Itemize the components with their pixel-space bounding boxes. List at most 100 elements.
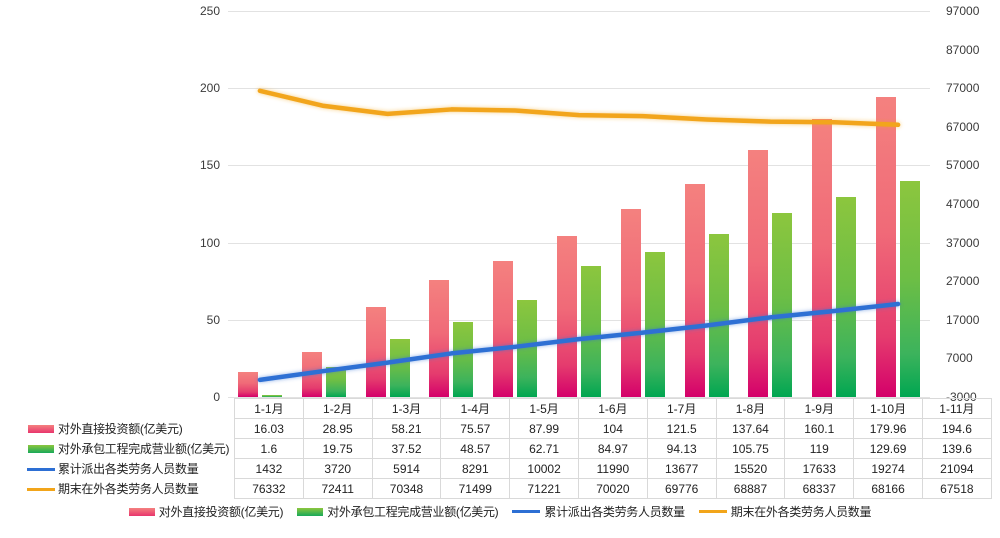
table-cell-r3-c8: 68337 bbox=[784, 478, 855, 499]
bar-odi bbox=[620, 209, 641, 397]
table-cell-r0-c0: 16.03 bbox=[234, 418, 304, 439]
bar-odi bbox=[684, 184, 705, 397]
table-column-header-3: 1-4月 bbox=[440, 398, 511, 419]
table-cell-r2-c2: 5914 bbox=[371, 458, 442, 479]
plot-area: 0 50 100 150 200 250 -3000 7000 17000 27000 37000… bbox=[199, 0, 980, 404]
table-cell-r2-c8: 17633 bbox=[784, 458, 855, 479]
left-axis-tick-0: 0 bbox=[213, 390, 220, 404]
bar-group bbox=[611, 0, 675, 397]
bar-group bbox=[675, 0, 739, 397]
legend-label: 对外直接投资额(亿美元) bbox=[158, 505, 284, 519]
table-cell-r3-c2: 70348 bbox=[371, 478, 442, 499]
table-row-label: 期末在外各类劳务人员数量 bbox=[58, 482, 199, 496]
legend-line-swatch-icon bbox=[512, 510, 541, 513]
table-row: 累计派出各类劳务人员数量 1432 3720 5914 8291 10002 11990 13… bbox=[20, 458, 992, 479]
table-cell-r3-c0: 76332 bbox=[234, 478, 304, 499]
bar-odi bbox=[493, 261, 514, 397]
table-cell-r2-c5: 11990 bbox=[577, 458, 648, 479]
bar-group bbox=[866, 0, 930, 397]
bar-group bbox=[547, 0, 611, 397]
table-cell-r2-c3: 8291 bbox=[440, 458, 511, 479]
legend-item-0[interactable]: 对外直接投资额(亿美元) bbox=[128, 503, 284, 520]
legend-label: 对外承包工程完成营业额(亿美元) bbox=[327, 505, 499, 519]
table-row-label: 累计派出各类劳务人员数量 bbox=[58, 462, 199, 476]
table-column-header-7: 1-8月 bbox=[715, 398, 786, 419]
legend-item-3[interactable]: 期末在外各类劳务人员数量 bbox=[698, 503, 872, 520]
table-row: 对外承包工程完成营业额(亿美元) 1.6 19.75 37.52 48.57 62.71 8… bbox=[20, 438, 992, 459]
right-axis-tick-2: 17000 bbox=[946, 313, 980, 327]
table-row-label: 对外承包工程完成营业额(亿美元) bbox=[58, 442, 230, 456]
table-column-header-8: 1-9月 bbox=[784, 398, 855, 419]
bar-contracting bbox=[580, 265, 601, 397]
table-cell-r0-c7: 137.64 bbox=[715, 418, 786, 439]
bar-contracting bbox=[389, 339, 410, 397]
bar-odi bbox=[812, 119, 833, 397]
table-cell-r0-c6: 121.5 bbox=[646, 418, 717, 439]
legend-item-1[interactable]: 对外承包工程完成营业额(亿美元) bbox=[297, 503, 499, 520]
table-cell-r3-c1: 72411 bbox=[302, 478, 373, 499]
gridline bbox=[228, 397, 930, 398]
data-table: 1-1月 1-2月 1-3月 1-4月 1-5月 1-6月 1-7月 1-8月 1-9月 1-10… bbox=[20, 398, 992, 499]
table-corner-cell bbox=[20, 399, 235, 419]
legend-item-2[interactable]: 累计派出各类劳务人员数量 bbox=[512, 503, 685, 520]
table-row: 期末在外各类劳务人员数量 76332 72411 70348 71499 71221 700… bbox=[20, 478, 992, 499]
table-cell-r1-c1: 19.75 bbox=[302, 438, 373, 459]
bar-odi bbox=[876, 96, 897, 397]
line-blue-swatch-icon bbox=[27, 467, 55, 471]
bar-group bbox=[356, 0, 420, 397]
gridline bbox=[228, 165, 930, 166]
legend-label: 累计派出各类劳务人员数量 bbox=[544, 505, 685, 519]
table-cell-r3-c9: 68166 bbox=[853, 478, 923, 499]
swatch-container bbox=[24, 422, 58, 436]
table-cell-r1-c0: 1.6 bbox=[234, 438, 304, 459]
legend-bar-swatch-icon bbox=[128, 507, 155, 516]
left-axis-tick-5: 250 bbox=[199, 4, 220, 18]
table-cell-r2-c1: 3720 bbox=[302, 458, 373, 479]
table-cell-r3-c4: 71221 bbox=[509, 478, 579, 499]
table-cell-r3-c6: 69776 bbox=[646, 478, 717, 499]
bar-group bbox=[483, 0, 547, 397]
table-column-header-5: 1-6月 bbox=[577, 398, 648, 419]
right-axis-tick-5: 47000 bbox=[946, 197, 980, 211]
gridline bbox=[228, 243, 930, 244]
table-cell-r2-c10: 21094 bbox=[921, 458, 992, 479]
bar-contracting bbox=[261, 394, 282, 397]
table-cell-r1-c3: 48.57 bbox=[440, 438, 511, 459]
gridline bbox=[228, 11, 930, 12]
bar-group bbox=[292, 0, 356, 397]
table-cell-r2-c0: 1432 bbox=[234, 458, 304, 479]
table-cell-r2-c4: 10002 bbox=[509, 458, 579, 479]
table-cell-r0-c1: 28.95 bbox=[302, 418, 373, 439]
right-axis-tick-1: 7000 bbox=[946, 351, 973, 365]
bar-contracting bbox=[453, 322, 474, 397]
table-row-label-cell: 对外直接投资额(亿美元) bbox=[20, 419, 235, 439]
table-row-label-cell: 期末在外各类劳务人员数量 bbox=[20, 479, 235, 499]
table-cell-r3-c5: 70020 bbox=[577, 478, 648, 499]
table-cell-r2-c6: 13677 bbox=[646, 458, 717, 479]
table-column-header-4: 1-5月 bbox=[509, 398, 579, 419]
bar-green-swatch-icon bbox=[28, 445, 54, 454]
table-column-header-9: 1-10月 bbox=[853, 398, 923, 419]
bar-series-container bbox=[228, 0, 930, 397]
bar-odi bbox=[429, 280, 450, 397]
table-cell-r1-c8: 119 bbox=[784, 438, 855, 459]
table-cell-r0-c4: 87.99 bbox=[509, 418, 579, 439]
bar-contracting bbox=[772, 213, 793, 397]
bar-group bbox=[802, 0, 866, 397]
table-cell-r3-c3: 71499 bbox=[440, 478, 511, 499]
bar-odi bbox=[365, 307, 386, 397]
table-cell-r2-c9: 19274 bbox=[853, 458, 923, 479]
right-axis-tick-3: 27000 bbox=[946, 274, 980, 288]
bar-group bbox=[419, 0, 483, 397]
table-header-row: 1-1月 1-2月 1-3月 1-4月 1-5月 1-6月 1-7月 1-8月 1-9月 1-10… bbox=[20, 398, 992, 419]
table-cell-r1-c7: 105.75 bbox=[715, 438, 786, 459]
table-cell-r1-c2: 37.52 bbox=[371, 438, 442, 459]
table-column-header-0: 1-1月 bbox=[234, 398, 304, 419]
right-axis-tick-8: 77000 bbox=[946, 81, 980, 95]
table-column-header-1: 1-2月 bbox=[302, 398, 373, 419]
bar-contracting bbox=[836, 196, 857, 397]
right-axis-tick-7: 67000 bbox=[946, 120, 980, 134]
left-axis-tick-2: 100 bbox=[199, 236, 220, 250]
swatch-container bbox=[24, 482, 58, 496]
